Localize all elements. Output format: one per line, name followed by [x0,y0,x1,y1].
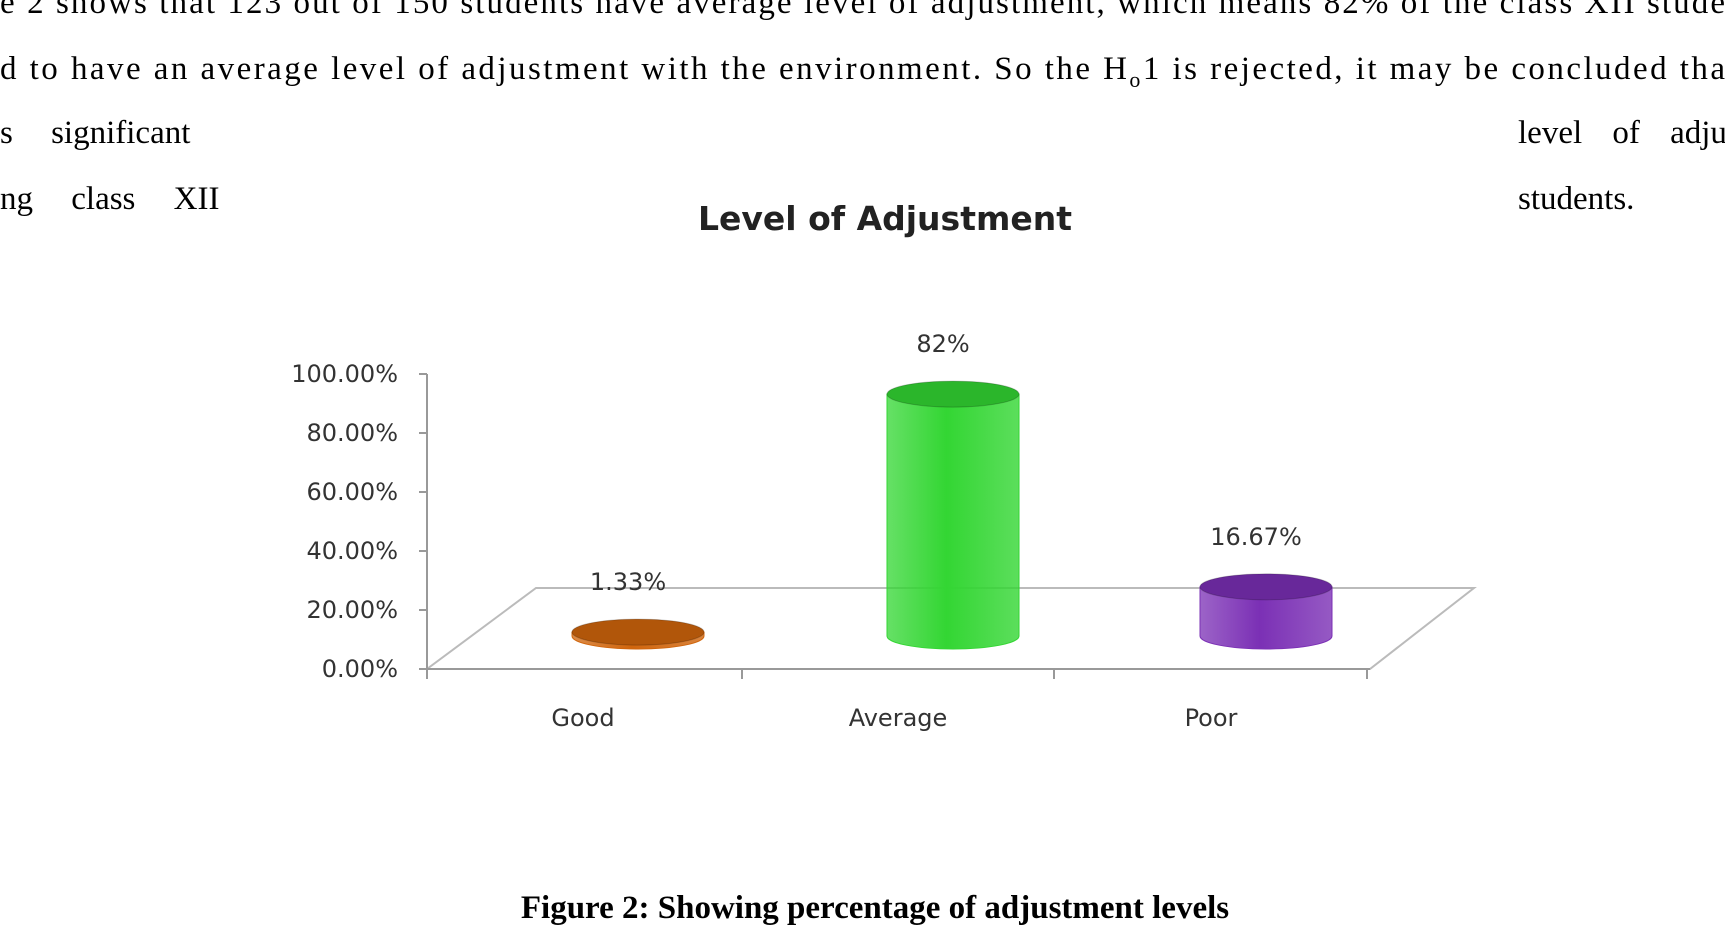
bar-top-shade [887,381,1019,408]
bar-top [571,618,705,646]
y-tick-label: 0.00% [322,655,398,683]
data-label: 1.33% [590,568,666,596]
body-text-line: d to have an average level of adjustment… [0,51,1725,92]
chart: 0.00% 20.00% 40.00% 60.00% 80.00% 100.00% Good… [291,330,1368,732]
body-text-fragment: students. [1518,181,1634,217]
data-label: 16.67% [1210,523,1302,551]
subscript: o [1129,67,1140,92]
body-text-fragment: ng class XII [0,181,219,217]
y-tick-label: 100.00% [291,360,398,388]
text-run: d to have an average level of adjustment… [0,51,1127,87]
bar-top-shade [572,619,704,646]
figure-caption: Figure 2: Showing percentage of adjustme… [521,890,1229,925]
y-tick-label: 20.00% [306,596,398,624]
x-tick-label: Average [849,704,948,732]
body-text-fragment: s significant [0,115,190,151]
y-tick-label: 40.00% [306,537,398,565]
bar-top-shade [1200,573,1332,600]
bar [1199,586,1333,650]
data-label: 82% [916,330,969,358]
body-text-fragment: level of adju [1518,115,1725,151]
y-tick-label: 60.00% [306,478,398,506]
bar-top [886,380,1020,408]
x-tick-label: Poor [1185,704,1238,732]
y-tick-label: 80.00% [306,419,398,447]
bar-top [1199,573,1333,601]
body-text-line: e 2 shows that 123 out of 150 students h… [0,0,1725,21]
x-tick-label: Good [551,704,614,732]
chart-title: Level of Adjustment [698,199,1072,238]
text-run: 1 is rejected, it may be concluded tha [1143,51,1725,87]
bar [886,393,1020,650]
